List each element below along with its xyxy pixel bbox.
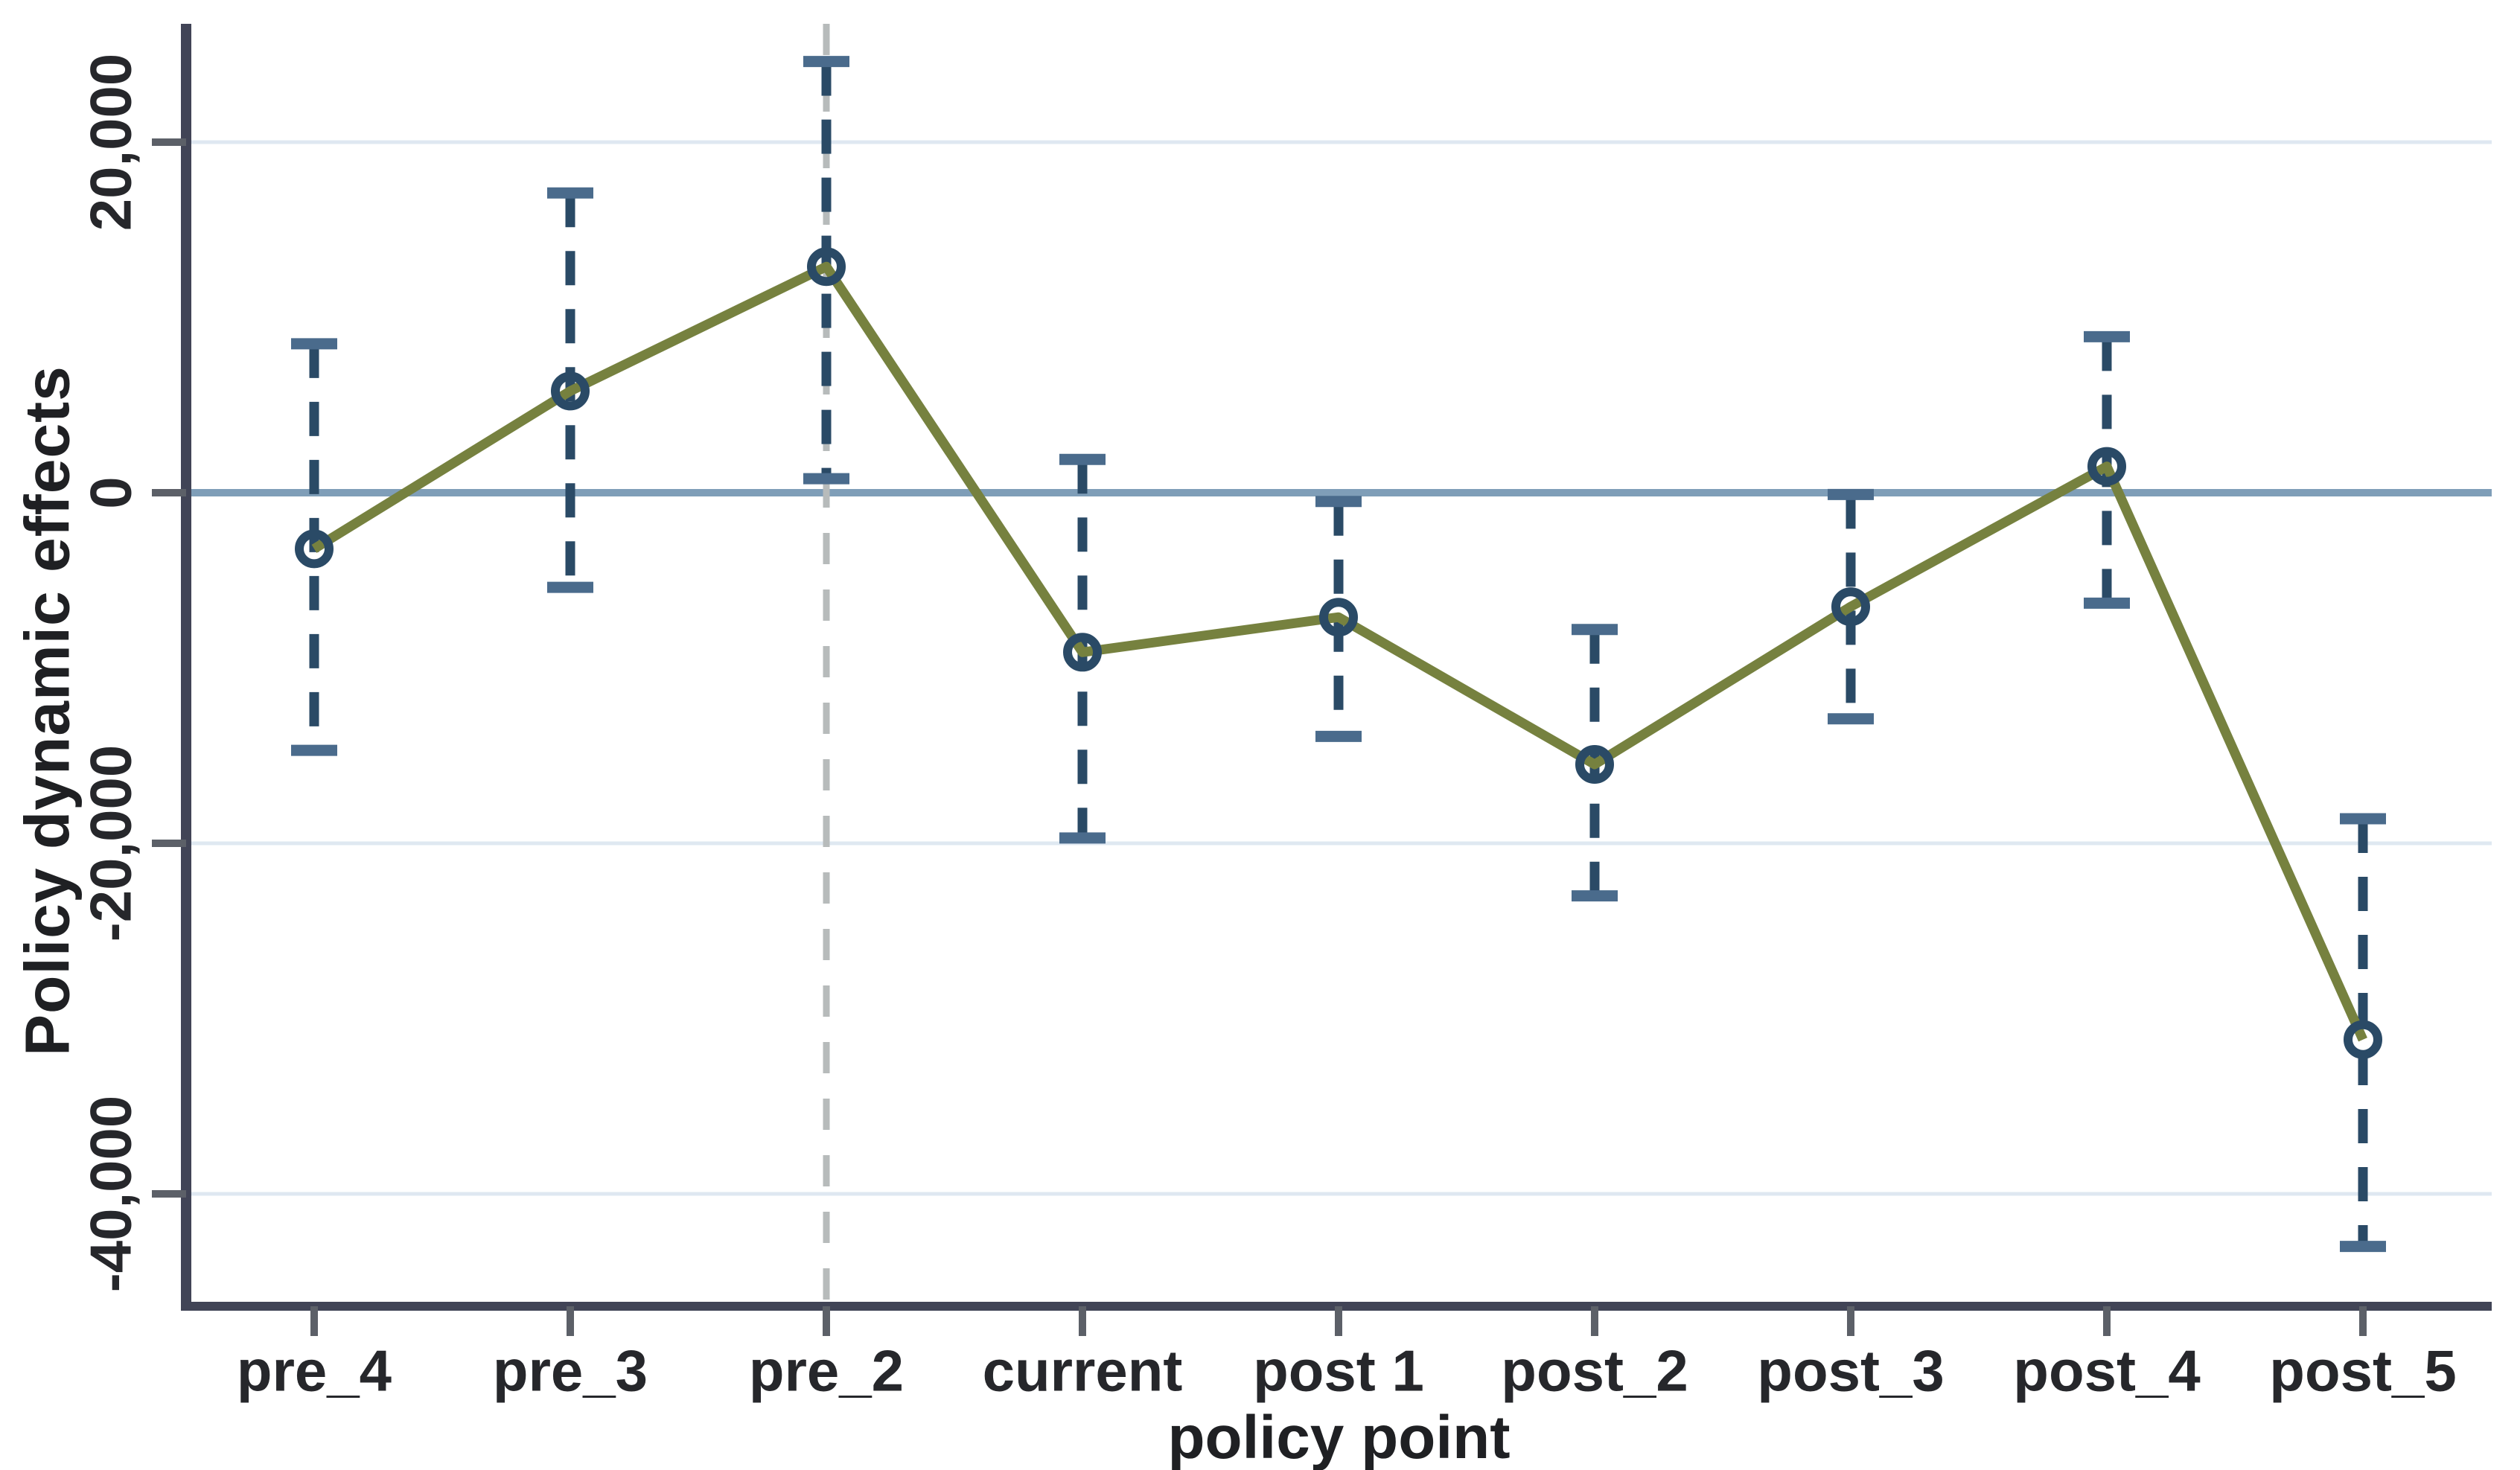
x-tick-label: post_2 xyxy=(1501,1338,1688,1404)
x-axis-title: policy point xyxy=(1167,1404,1511,1470)
data-point-marker xyxy=(807,247,846,287)
y-tick-label: -20,000 xyxy=(78,745,144,942)
y-axis-title: Policy dynamic effects xyxy=(12,365,83,1056)
data-point-marker xyxy=(1319,598,1358,637)
x-tick-label: post 1 xyxy=(1253,1338,1424,1404)
data-point-marker xyxy=(2087,447,2126,486)
data-point-marker xyxy=(1831,587,1870,627)
x-tick-label: current xyxy=(983,1338,1183,1404)
data-point-marker xyxy=(1063,633,1102,672)
x-tick-label: post_4 xyxy=(2013,1338,2200,1404)
data-point-marker xyxy=(295,529,334,569)
x-tick-label: pre_3 xyxy=(493,1338,648,1404)
data-point-marker xyxy=(551,371,590,411)
data-point-marker xyxy=(1575,745,1614,784)
data-point-marker xyxy=(2344,1020,2382,1059)
x-tick-label: post_3 xyxy=(1757,1338,1944,1404)
y-tick-label: -40,000 xyxy=(78,1096,144,1293)
x-tick-label: pre_4 xyxy=(237,1338,392,1404)
y-tick-label: 20,000 xyxy=(78,54,144,231)
x-tick-label: pre_2 xyxy=(749,1338,904,1404)
y-tick-label: 0 xyxy=(78,476,144,508)
x-tick-label: post_5 xyxy=(2269,1338,2456,1404)
series-line xyxy=(311,261,2367,1042)
